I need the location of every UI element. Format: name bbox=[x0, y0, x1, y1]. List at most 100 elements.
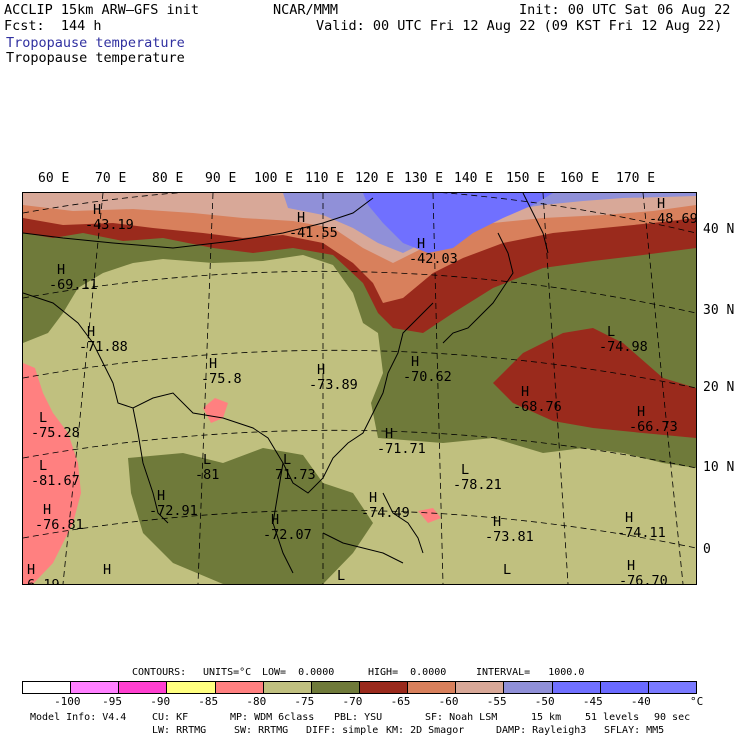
color-scale-swatch bbox=[119, 682, 168, 693]
high-marker: H bbox=[385, 426, 394, 442]
model-info-levels: 51 levels bbox=[585, 712, 640, 723]
extremum-value: -72.91 bbox=[149, 503, 198, 519]
high-marker: H bbox=[369, 490, 378, 506]
lon-label: 70 E bbox=[95, 171, 127, 186]
high-marker: H bbox=[317, 362, 326, 378]
high-marker: H bbox=[657, 196, 666, 212]
map-extremum: H -68.76 bbox=[513, 385, 562, 415]
high-marker: H bbox=[627, 558, 636, 574]
high-marker: H bbox=[625, 510, 634, 526]
organization-label: NCAR/MMM bbox=[273, 2, 339, 18]
low-marker: L bbox=[503, 562, 512, 578]
lon-label: 140 E bbox=[454, 171, 494, 186]
lat-label: 40 N bbox=[703, 222, 735, 237]
map-extremum: L -74.98 bbox=[599, 325, 648, 355]
high-marker: H bbox=[417, 236, 426, 252]
map-extremum: L bbox=[495, 563, 511, 578]
map-extremum: H -75.8 bbox=[201, 357, 242, 387]
color-scale-swatch bbox=[456, 682, 505, 693]
map-extremum: H -74.11 bbox=[617, 511, 666, 541]
extremum-value: -41.55 bbox=[289, 225, 338, 241]
model-info-km: KM: 2D Smagor bbox=[386, 725, 465, 736]
map-extremum: H -76.81 bbox=[35, 503, 84, 533]
lon-label: 90 E bbox=[205, 171, 237, 186]
color-scale-tick: -100 bbox=[54, 695, 81, 708]
extremum-value: -75.8 bbox=[201, 371, 242, 387]
extremum-value: -81.67 bbox=[31, 473, 80, 489]
high-marker: H bbox=[521, 384, 530, 400]
model-info-resolution: 15 km bbox=[531, 712, 562, 723]
field-olive-south bbox=[128, 448, 373, 584]
high-marker: H bbox=[57, 262, 66, 278]
field-salmon-tibet bbox=[203, 398, 228, 423]
extremum-value: -71.35 bbox=[329, 584, 378, 585]
color-scale-swatch bbox=[552, 682, 601, 693]
color-scale-tick: -70 bbox=[342, 695, 363, 708]
map-extremum: H -48.69 bbox=[649, 196, 696, 227]
lon-label: 80 E bbox=[152, 171, 184, 186]
color-scale-swatch bbox=[263, 682, 312, 693]
map-extremum: H -72.07 bbox=[263, 513, 312, 543]
lon-label: 100 E bbox=[254, 171, 294, 186]
model-info-pbl: PBL: YSU bbox=[334, 712, 383, 723]
color-scale-swatch bbox=[408, 682, 457, 693]
extremum-value: -66.73 bbox=[629, 419, 678, 435]
map-panel: H -41.55 H -43.19 H -48.69 H -42.03 H -69.11 H -71.… bbox=[22, 192, 697, 585]
low-marker: L bbox=[337, 568, 346, 584]
lat-label: 0 bbox=[703, 542, 711, 557]
low-marker: L bbox=[283, 452, 292, 468]
model-info-mp: MP: WDM 6class bbox=[230, 712, 315, 723]
extremum-value: -72.07 bbox=[263, 527, 312, 543]
map-extremum: H -69.11 bbox=[49, 263, 98, 293]
lon-label: 110 E bbox=[305, 171, 345, 186]
lat-label: 30 N bbox=[703, 303, 735, 318]
map-extremum: H -76.70 bbox=[619, 559, 668, 585]
extremum-value: -71.71 bbox=[377, 441, 426, 457]
low-marker: L bbox=[607, 324, 616, 340]
extremum-value: 71.73 bbox=[275, 467, 316, 483]
extremum-value: -76.81 bbox=[35, 517, 84, 533]
color-scale-tick: -90 bbox=[150, 695, 171, 708]
color-scale-swatch bbox=[23, 682, 72, 693]
forecast-hour: Fcst: 144 h bbox=[4, 18, 102, 34]
extremum-value: -74.98 bbox=[599, 339, 648, 355]
extremum-value: -43.19 bbox=[85, 217, 134, 233]
low-marker: L bbox=[39, 458, 48, 474]
color-scale-swatch bbox=[359, 682, 409, 693]
high-marker: H bbox=[87, 324, 96, 340]
field-darkred-pacific bbox=[493, 328, 696, 438]
extremum-value: -69.11 bbox=[49, 277, 98, 293]
map-extremum: H -70.62 bbox=[403, 355, 452, 385]
high-marker: H bbox=[493, 514, 502, 530]
map-extremum: H -71.71 bbox=[377, 427, 426, 457]
field-salmon-sea bbox=[418, 508, 441, 523]
contours-label: CONTOURS: bbox=[132, 667, 187, 678]
model-info-sflay: SFLAY: MM5 bbox=[604, 725, 665, 736]
map-extremum: H -6.19 bbox=[23, 563, 60, 585]
high-marker: H bbox=[637, 404, 646, 420]
lat-label: 10 N bbox=[703, 460, 735, 475]
map-extremum: H -74.49 bbox=[361, 491, 410, 521]
high-marker: H bbox=[271, 512, 280, 528]
lon-label: 150 E bbox=[506, 171, 546, 186]
high-marker: H bbox=[297, 210, 306, 226]
lon-label: 120 E bbox=[355, 171, 395, 186]
color-scale-tick: -65 bbox=[390, 695, 411, 708]
map-extremum: H -73.89 bbox=[309, 363, 358, 393]
lat-label: 20 N bbox=[703, 380, 735, 395]
color-scale-tick: -60 bbox=[438, 695, 459, 708]
color-scale-tick: -40 bbox=[630, 695, 651, 708]
color-scale-swatch bbox=[648, 682, 696, 693]
lon-label: 60 E bbox=[38, 171, 70, 186]
model-info-cu: CU: KF bbox=[152, 712, 189, 723]
color-scale-tick: -75 bbox=[294, 695, 315, 708]
color-scale-swatch bbox=[71, 682, 120, 693]
color-scale-tick: -55 bbox=[486, 695, 507, 708]
map-extremum: H -71.88 bbox=[79, 325, 128, 355]
color-scale-tick: -85 bbox=[198, 695, 219, 708]
color-scale-swatch bbox=[311, 682, 360, 693]
map-extremum: L -81 bbox=[195, 453, 219, 483]
map-extremum: H bbox=[95, 563, 111, 578]
map-extremum: H -41.55 bbox=[289, 211, 338, 241]
extremum-value: -73.89 bbox=[309, 377, 358, 393]
